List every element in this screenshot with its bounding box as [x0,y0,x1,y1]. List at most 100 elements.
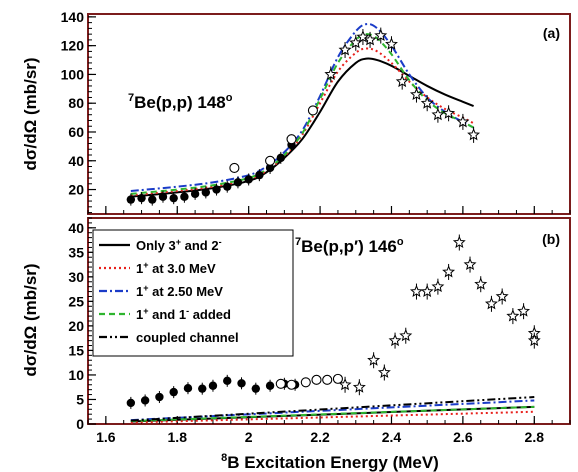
y-tick-label: 40 [68,153,84,169]
legend-label: Only 3+ and 2- [136,237,222,253]
data-point-star [431,279,445,293]
data-point-filled [180,192,189,201]
data-point-filled [223,376,232,386]
data-point-filled [212,185,221,194]
y-tick-label: 60 [68,124,84,140]
data-point-filled [208,381,218,390]
data-point-filled [201,188,211,197]
x-tick-labels: 1.6 1.8 2 2.2 2.4 2.6 2.8 [96,429,544,445]
data-point-filled [255,170,264,180]
data-point-filled [148,195,157,204]
y-tick-label: 35 [68,244,84,260]
x-tick-label: 2.2 [310,429,330,445]
series-line-dashdot [130,22,475,192]
y-tick-label: 30 [68,269,84,285]
data-point-open [286,379,297,390]
data-point-star [385,37,398,50]
series-line-dotted [130,410,535,424]
series-line-solid [130,57,474,198]
data-point-star [367,353,381,366]
data-point-star [363,33,377,46]
data-point-filled [223,182,232,191]
data-point-open [275,378,286,389]
panel-a-plot: 20 40 60 80 100 120 140 (a) 7Be(p,p) 148o dσ/d… [21,9,571,215]
y-tick-label: 0 [76,416,84,432]
x-tick-label: 2.4 [382,429,402,445]
y-tick-label: 5 [76,391,84,407]
legend-label: coupled channel [136,330,239,345]
data-point-star [431,107,445,121]
data-point-filled [158,192,168,201]
data-point-filled [155,392,164,402]
series-line-dashed [130,405,535,423]
y-tick-label: 100 [61,66,85,82]
y-tick-label: 120 [61,38,85,54]
data-point-star [442,265,456,278]
y-tick-label: 25 [68,293,84,309]
data-point-star [474,277,488,290]
data-point-open [300,377,311,388]
panel-a-frame [87,13,571,215]
data-point-filled [190,189,200,199]
data-point-filled [126,398,136,408]
data-point-star [442,106,456,119]
panel-a-ylabel: dσ/dΩ (mb/sr) [21,57,40,170]
legend-label: 1+ at 2.50 MeV [136,283,223,299]
data-point-star [399,328,413,342]
legend-label: 1+ at 3.0 MeV [136,260,216,276]
x-tick-label: 1.8 [168,429,188,445]
series-line-dotted [130,47,475,197]
data-point-star [409,284,423,298]
data-point-star [352,380,366,393]
x-tick-label: 2.8 [525,429,545,445]
data-point-star [409,87,423,101]
data-point-filled [140,396,150,405]
x-axis-label: 8B Excitation Energy (MeV) [221,452,439,472]
data-point-star [452,235,466,249]
panel-b-points [126,234,541,409]
panel-b-annotation: 7Be(p,p′) 146o [295,236,404,256]
data-point-open [307,105,318,116]
data-point-open [322,374,333,385]
data-point-star [456,115,470,128]
data-point-filled [198,384,207,393]
panel-b-ticks: 0 5 10 15 20 25 30 35 40 [68,217,571,432]
data-point-open [311,374,322,385]
panel-b-label: (b) [542,231,560,247]
data-point-star [420,96,434,109]
series-line-dashed [130,33,475,195]
data-point-star [495,289,509,302]
data-point-star [467,128,481,141]
panel-a-label: (a) [543,25,560,41]
data-point-filled [251,384,261,393]
data-point-open [265,155,276,166]
data-point-filled [233,178,243,187]
x-tick-label: 2 [245,429,253,445]
data-point-filled [244,175,253,184]
data-point-open [286,134,297,145]
data-point-filled [265,381,275,390]
x-tick-label: 1.6 [96,429,116,445]
panel-b-legend: Only 3+ and 2- 1+ at 3.0 MeV 1+ at 2.50 Me… [92,229,294,357]
data-point-filled [265,163,275,173]
y-tick-label: 140 [61,9,85,25]
panel-b-curves [130,396,535,424]
data-point-open [332,373,343,384]
series-line-dashdotdot [130,396,535,422]
y-tick-label: 10 [68,367,84,383]
data-point-star [374,28,388,42]
data-point-star [527,333,541,347]
legend-label: 1+ and 1- added [136,306,231,322]
y-tick-label: 80 [68,95,84,111]
data-point-star [338,377,352,391]
data-point-open [229,162,240,174]
data-point-filled [237,379,246,388]
data-point-star [484,296,498,310]
panel-a-points [126,27,481,206]
x-tick-label: 2.6 [453,429,473,445]
y-tick-label: 20 [68,318,84,334]
data-point-star [420,284,434,298]
panel-a-annotation: 7Be(p,p) 148o [128,92,233,112]
data-point-star [463,257,477,271]
